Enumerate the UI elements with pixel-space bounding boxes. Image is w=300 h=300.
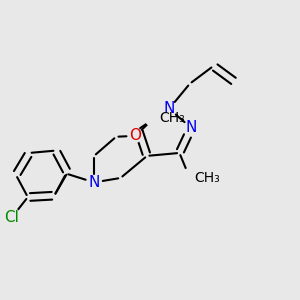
Circle shape <box>180 169 199 188</box>
Circle shape <box>185 122 198 134</box>
Text: CH₃: CH₃ <box>159 111 184 124</box>
Text: N: N <box>164 101 175 116</box>
Circle shape <box>129 129 142 142</box>
Circle shape <box>88 176 100 189</box>
Text: CH₃: CH₃ <box>194 171 220 185</box>
Text: Cl: Cl <box>4 210 19 225</box>
Text: N: N <box>185 120 197 135</box>
Text: O: O <box>129 128 141 143</box>
Circle shape <box>2 208 21 227</box>
Text: N: N <box>88 175 100 190</box>
Circle shape <box>145 108 164 127</box>
Circle shape <box>163 102 176 115</box>
